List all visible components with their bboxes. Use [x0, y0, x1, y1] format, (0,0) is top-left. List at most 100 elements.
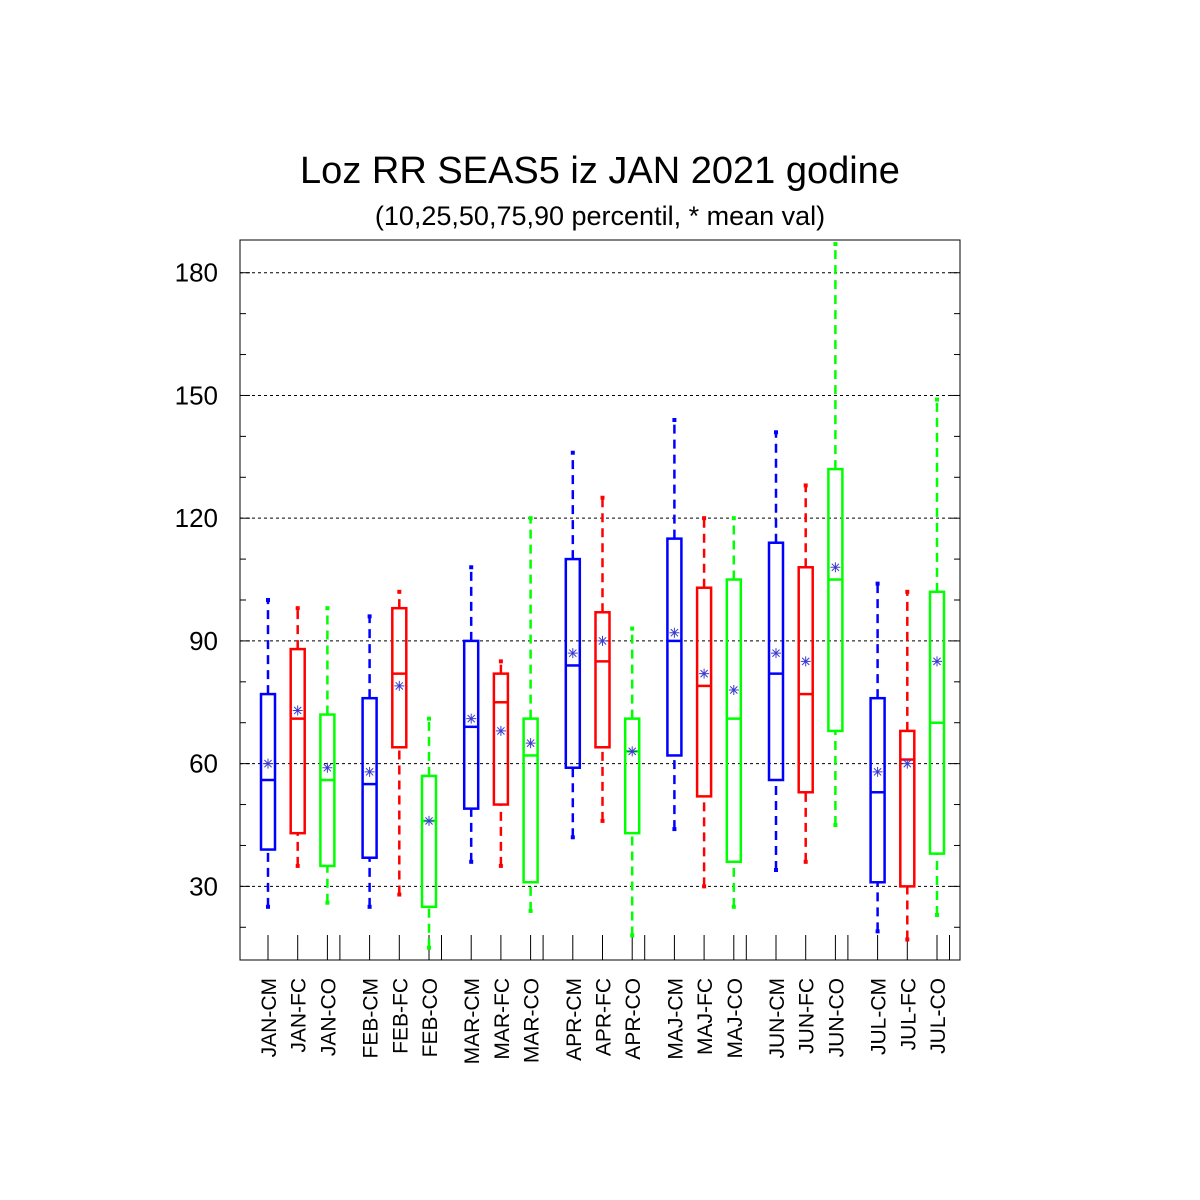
mean-marker: [495, 725, 506, 736]
whisker-end: [672, 827, 677, 832]
whisker-end: [833, 242, 838, 247]
whisker-end: [774, 868, 778, 872]
whisker-end: [702, 516, 707, 521]
whisker-end: [427, 945, 431, 950]
whisker-end: [397, 892, 402, 897]
whisker-end: [427, 716, 431, 721]
whisker-end: [672, 418, 677, 422]
whisker-end: [266, 904, 270, 909]
box: [361, 696, 378, 859]
mean-marker: [567, 648, 578, 659]
box: [564, 557, 582, 769]
mean-marker: [771, 648, 781, 659]
mean-marker: [699, 668, 710, 679]
x-tick-label: JAN-FC: [288, 978, 311, 1053]
box: [462, 639, 480, 810]
mean-marker: [424, 815, 434, 826]
mean-marker: [902, 758, 913, 769]
mean-marker: [322, 762, 333, 773]
x-tick-label: MAJ-FC: [694, 978, 717, 1055]
mean-marker: [932, 656, 942, 667]
whisker-end: [731, 904, 736, 909]
whisker-end: [905, 589, 910, 594]
box: [492, 672, 510, 806]
x-tick-label: APR-FC: [593, 978, 616, 1056]
box: [259, 692, 277, 851]
box: [666, 537, 683, 757]
y-tick-label: 180: [175, 258, 218, 288]
box: [797, 566, 814, 794]
box: [899, 729, 916, 888]
whisker-end: [528, 516, 533, 521]
whisker-end: [731, 516, 736, 521]
whisker-end: [397, 589, 402, 594]
whisker-end: [630, 933, 635, 938]
y-tick-label: 150: [175, 380, 218, 410]
mean-marker: [466, 713, 477, 724]
mean-marker: [728, 685, 739, 695]
whisker-end: [833, 823, 838, 827]
mean-marker: [627, 746, 638, 757]
whisker-end: [570, 450, 575, 455]
chart-subtitle: (10,25,50,75,90 percentil, * mean val): [374, 201, 826, 231]
y-tick-label: 90: [189, 626, 218, 656]
whisker-end: [803, 859, 808, 864]
whisker-end: [295, 606, 300, 611]
x-tick-label: JUN-FC: [796, 978, 819, 1054]
whisker-end: [367, 904, 372, 909]
x-tick-label: JAN-CO: [317, 978, 340, 1056]
box: [767, 541, 785, 782]
whisker-end: [702, 884, 707, 889]
mean-marker: [364, 766, 375, 777]
y-tick-label: 30: [189, 871, 218, 901]
box: [420, 774, 438, 909]
mean-marker: [394, 680, 405, 691]
x-tick-label: MAR-CO: [521, 978, 544, 1063]
x-tick-label: JUL-CO: [927, 978, 950, 1054]
box: [695, 586, 713, 798]
whisker-end: [935, 397, 939, 402]
whisker-end: [295, 863, 300, 868]
x-tick-label: FEB-CO: [419, 978, 442, 1057]
x-tick-label: JUL-CM: [868, 978, 891, 1055]
box: [522, 717, 539, 884]
whisker-end: [600, 818, 605, 823]
whisker-end: [266, 598, 270, 602]
whisker-end: [325, 606, 330, 611]
mean-marker: [669, 627, 680, 638]
box: [594, 611, 611, 749]
whisker-end: [875, 581, 880, 586]
y-tick-label: 120: [175, 503, 218, 533]
x-tick-label: JUN-CO: [825, 978, 848, 1057]
x-tick-label: APR-CM: [563, 978, 586, 1061]
plot-frame: [239, 239, 961, 961]
whisker-end: [498, 659, 503, 664]
box: [869, 696, 886, 884]
mean-marker: [263, 758, 273, 769]
y-tick-label: 60: [189, 749, 218, 779]
chart-title: Loz RR SEAS5 iz JAN 2021 godine: [300, 150, 900, 192]
whisker-end: [528, 908, 533, 913]
mean-marker: [525, 738, 536, 749]
whisker-end: [774, 430, 778, 435]
whisker-end: [905, 937, 910, 942]
whisker-end: [469, 859, 474, 864]
mean-marker: [597, 635, 608, 646]
box: [289, 647, 306, 835]
whisker-end: [469, 565, 474, 570]
whisker-end: [325, 900, 330, 905]
box: [319, 713, 336, 868]
x-tick-label: JAN-CM: [258, 978, 281, 1057]
whisker-end: [570, 835, 575, 840]
whisker-end: [803, 483, 808, 488]
box: [725, 578, 743, 864]
x-tick-label: MAJ-CM: [664, 978, 687, 1060]
x-tick-label: JUL-FC: [897, 978, 920, 1050]
x-tick-label: MAJ-CO: [724, 978, 747, 1059]
x-tick-label: MAR-CM: [461, 978, 484, 1064]
mean-marker: [292, 705, 303, 716]
x-tick-label: MAR-FC: [491, 978, 514, 1060]
box: [623, 717, 641, 835]
whisker-end: [935, 913, 939, 917]
